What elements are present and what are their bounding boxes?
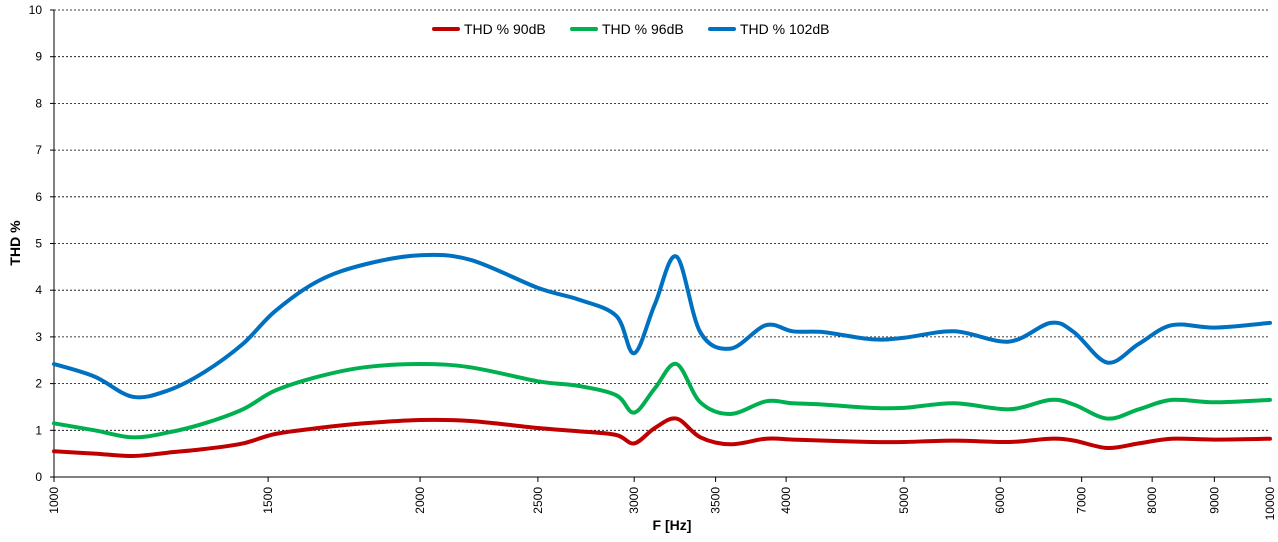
y-tick-label: 3: [35, 330, 42, 344]
x-tick-label: 9000: [1207, 487, 1221, 514]
x-tick-label: 1000: [47, 487, 61, 514]
x-tick-labels: 1000 1500 2000 2500 3000 3500 4000 5000 6000 7000…: [47, 477, 1277, 520]
x-tick-label: 3500: [709, 487, 723, 514]
series-line-2: [52, 361, 1272, 440]
y-tick-label: 7: [35, 143, 42, 157]
x-tick-label: 8000: [1145, 487, 1159, 514]
legend-label: THD % 102dB: [740, 21, 829, 37]
y-tick-label: 6: [35, 190, 42, 204]
y-tick-label: 2: [35, 377, 42, 391]
x-tick-label: 5000: [897, 487, 911, 514]
y-tick-label: 10: [29, 3, 43, 17]
legend: THD % 90dB THD % 96dB THD % 102dB: [432, 21, 829, 37]
x-tick-label: 6000: [993, 487, 1007, 514]
legend-label: THD % 96dB: [602, 21, 684, 37]
y-axis-title: THD %: [7, 220, 23, 266]
series-lines: [52, 252, 1272, 459]
x-tick-label: 4000: [779, 487, 793, 514]
y-tick-label: 0: [35, 470, 42, 484]
series-line-1: [52, 416, 1272, 459]
y-tick-label: 8: [35, 96, 42, 110]
x-tick-label: 3000: [627, 487, 641, 514]
x-tick-label: 2000: [413, 487, 427, 514]
x-tick-label: 2500: [531, 487, 545, 514]
x-tick-label: 7000: [1075, 487, 1089, 514]
legend-label: THD % 90dB: [464, 21, 546, 37]
series-line-3: [52, 252, 1272, 400]
x-tick-label: 10000: [1263, 487, 1277, 521]
y-tick-label: 5: [35, 237, 42, 251]
y-tick-label: 4: [35, 283, 42, 297]
grid-lines: [54, 9, 1271, 481]
legend-item: THD % 96dB: [570, 21, 684, 37]
x-axis-title: F [Hz]: [653, 517, 692, 533]
legend-item: THD % 90dB: [432, 21, 546, 37]
legend-item: THD % 102dB: [708, 21, 829, 37]
x-tick-label: 1500: [261, 487, 275, 514]
y-tick-label: 1: [35, 423, 42, 437]
y-tick-label: 9: [35, 50, 42, 64]
y-tick-labels: 0 1 2 3 4 5 6 7 8 9 10: [29, 3, 54, 484]
